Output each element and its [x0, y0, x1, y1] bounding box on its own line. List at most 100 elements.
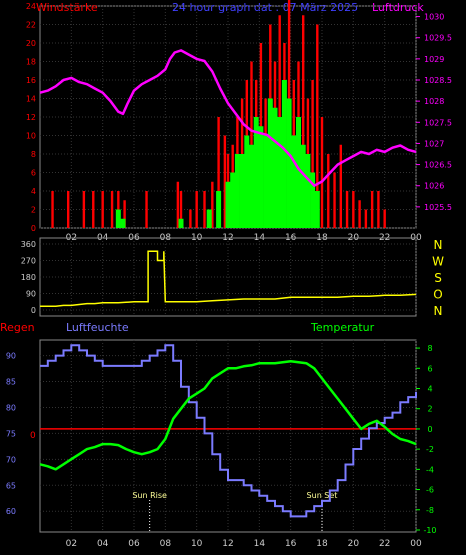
wind-gust-bar: [302, 15, 305, 228]
humidity-tick-label: 75: [6, 429, 16, 438]
rain-zero-label: 0: [30, 431, 36, 441]
wind-gust-bar: [67, 191, 70, 228]
wind-mean-bar: [225, 181, 231, 228]
humidity-tick-label: 80: [6, 403, 16, 412]
wind-mean-bar: [206, 209, 212, 228]
wind-pressure-chart: Windstärke 24 hour graph dat : 07 März 2…: [26, 0, 452, 243]
wind-gust-bar: [311, 80, 314, 228]
temperature-tick-label: -4: [426, 465, 434, 474]
wind-mean-bar: [120, 218, 126, 228]
time-tick-label: 12: [222, 539, 233, 549]
pressure-tick-label: 1028: [424, 97, 444, 106]
wind-gust-bar: [110, 191, 114, 228]
wind-tick-label: 10: [26, 132, 36, 141]
wind-mean-bar: [281, 80, 287, 228]
wind-gust-bar: [92, 191, 95, 228]
time-tick-label: 00: [410, 539, 422, 549]
wind-gust-bar: [82, 191, 86, 228]
temperature-tick-label: 4: [427, 385, 432, 394]
pressure-tick-label: 1026.5: [424, 161, 452, 170]
humidity-tick-labels: 90 85 80 75 70 65 60: [6, 352, 16, 517]
wind-gust-bar: [176, 181, 180, 228]
compass-letter: S: [434, 271, 442, 285]
temperature-line: [39, 359, 417, 471]
time-tick-label: 10: [191, 539, 203, 549]
direction-tick-label: 0: [31, 306, 36, 315]
wind-mean-bar: [286, 98, 292, 228]
wind-tick-label: 24: [26, 2, 36, 11]
wind-mean-bar: [277, 117, 283, 228]
temperature-tick-labels: 8 6 4 2 0 -2 -4 -6 -8 -10: [416, 344, 437, 535]
pressure-line: [39, 49, 417, 187]
wind-mean-bar: [305, 154, 311, 228]
wind-tick-label: 20: [26, 39, 36, 48]
wind-tick-label: 8: [31, 150, 36, 159]
humidity-line: [40, 344, 417, 518]
direction-tick-label: 270: [21, 257, 36, 266]
wind-tick-label: 0: [31, 224, 36, 233]
humidity-tick-label: 65: [6, 481, 16, 490]
wind-gust-bar: [101, 191, 104, 228]
direction-tick-labels: 360 270 180 90 0: [21, 240, 36, 315]
time-tick-label: 20: [348, 539, 360, 549]
temperature-tick-label: 0: [427, 425, 432, 434]
wind-gust-bar: [370, 191, 374, 228]
pressure-tick-label: 1030: [424, 13, 444, 22]
compass-letter: N: [434, 304, 443, 318]
time-tick-label: 14: [254, 539, 266, 549]
wind-gust-bar: [203, 191, 206, 228]
temperature-tick-label: -8: [426, 506, 434, 515]
humidity-tick-label: 90: [6, 352, 16, 361]
direction-tick-label: 360: [21, 240, 36, 249]
wind-mean-bar: [216, 191, 222, 228]
direction-tick-label: 90: [26, 290, 36, 299]
pressure-tick-label: 1026: [424, 182, 444, 191]
wind-gust-bar: [345, 191, 349, 228]
pressure-axis-title: Luftdruck: [372, 1, 424, 14]
wind-mean-bar: [314, 191, 320, 228]
time-tick-labels-bottom: 02 04 06 08 10 12 14 16 18 20 22 00: [66, 539, 422, 549]
pressure-tick-label: 1027: [424, 139, 444, 148]
pressure-tick-label: 1025.5: [424, 203, 452, 212]
time-tick-label: 02: [66, 539, 77, 549]
wind-tick-label: 4: [31, 187, 36, 196]
wind-gust-bar: [189, 209, 192, 228]
wind-mean-bar: [178, 218, 184, 228]
wind-gust-bar: [364, 209, 368, 228]
wind-tick-label: 22: [26, 21, 36, 30]
pressure-tick-label: 1029.5: [424, 34, 452, 43]
temperature-tick-label: 6: [427, 364, 432, 373]
wind-gust-bar: [316, 24, 319, 228]
wind-tick-label: 2: [31, 206, 36, 215]
rain-axis-title: Regen: [0, 321, 35, 334]
pressure-line-group: [39, 49, 417, 187]
wind-axis-title: Windstärke: [36, 1, 98, 14]
wind-gust-bar: [195, 191, 198, 228]
sun-annotation: Sun Rise: [132, 491, 167, 500]
wind-direction-grid: [40, 238, 417, 316]
temperature-axis-title: Temperatur: [310, 321, 375, 334]
temperature-tick-label: 2: [427, 405, 432, 414]
wind-gust-bar: [377, 191, 380, 228]
wind-mean-bars: [115, 80, 320, 228]
sun-annotations: Sun Rise Sun Set: [132, 491, 337, 532]
temperature-tick-label: -2: [426, 445, 434, 454]
wind-gust-bar: [179, 191, 183, 228]
wind-gust-bar: [339, 144, 342, 228]
wind-pressure-grid: [40, 5, 417, 229]
humidity-temperature-lines: [39, 344, 417, 518]
time-tick-label: 04: [97, 539, 109, 549]
wind-mean-bar: [300, 144, 306, 228]
wind-tick-label: 6: [31, 169, 36, 178]
wind-gust-bar: [383, 209, 386, 228]
wind-mean-bar: [267, 98, 273, 228]
humidity-tick-label: 60: [6, 507, 16, 516]
wind-gust-bar: [211, 181, 214, 228]
direction-tick-label: 180: [21, 273, 36, 282]
wind-gust-bar: [320, 117, 324, 228]
time-tick-label: 08: [160, 539, 172, 549]
wind-mean-bar: [234, 154, 240, 228]
humidity-tick-label: 70: [6, 455, 16, 464]
time-tick-label: 22: [379, 539, 390, 549]
